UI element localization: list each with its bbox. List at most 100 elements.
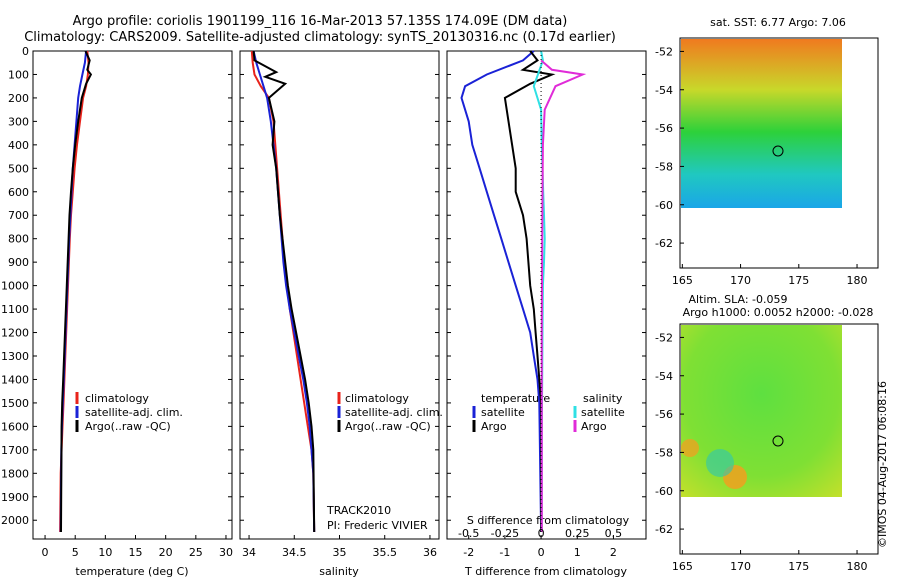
depth-tick-label: 1400 bbox=[1, 373, 29, 386]
depth-tick-label: 0 bbox=[22, 45, 29, 58]
map-latitude-label: -62 bbox=[655, 523, 673, 536]
series-line bbox=[252, 50, 316, 533]
map-latitude-label: -60 bbox=[655, 485, 673, 498]
sst-float-marker bbox=[772, 145, 784, 157]
salinity-note-2: PI: Frederic VIVIER bbox=[327, 519, 428, 532]
series-line bbox=[250, 50, 316, 533]
series-line bbox=[59, 50, 88, 533]
chart-title-line-2: Climatology: CARS2009. Satellite-adjuste… bbox=[24, 30, 616, 45]
legend-label-t-satellite: satellite bbox=[481, 406, 525, 419]
map-longitude-label: 175 bbox=[788, 274, 809, 287]
legend-label-satellite: satellite-adj. clim. bbox=[85, 406, 183, 419]
s-tick-label: -0.5 bbox=[458, 527, 479, 540]
s-tick-label: 0.25 bbox=[565, 527, 590, 540]
depth-tick-label: 1900 bbox=[1, 491, 29, 504]
depth-tick-label: 1000 bbox=[1, 280, 29, 293]
x-tick-label: 30 bbox=[219, 546, 233, 559]
difference-plot-frame bbox=[446, 50, 647, 540]
x-axis-label: temperature (deg C) bbox=[75, 565, 188, 578]
sla-map-title-1: Altim. SLA: -0.059 bbox=[688, 293, 787, 306]
legend-label-argo: Argo(..raw -QC) bbox=[345, 420, 431, 433]
sla-map-eddy bbox=[706, 449, 734, 477]
map-longitude-label: 180 bbox=[847, 274, 868, 287]
x-tick-label: 35.5 bbox=[372, 546, 397, 559]
depth-tick-label: 1300 bbox=[1, 350, 29, 363]
map-latitude-label: -58 bbox=[655, 160, 673, 173]
map-latitude-label: -58 bbox=[655, 446, 673, 459]
x-tick-label: 0 bbox=[42, 546, 49, 559]
temperature-plot-frame bbox=[32, 50, 233, 540]
s-tick-label: 0.5 bbox=[605, 527, 623, 540]
depth-tick-label: 800 bbox=[8, 233, 29, 246]
sst-map-image bbox=[681, 39, 842, 208]
series-line bbox=[540, 59, 587, 532]
legend-title-salinity: salinity bbox=[583, 392, 623, 405]
x-tick-label: 1 bbox=[574, 546, 581, 559]
s-difference-label: S difference from climatology bbox=[467, 514, 630, 527]
credit-stamp: ©IMOS 04-Aug-2017 06:08:16 bbox=[876, 381, 889, 548]
depth-tick-label: 200 bbox=[8, 92, 29, 105]
map-longitude-label: 180 bbox=[847, 560, 868, 573]
x-tick-label: 35 bbox=[333, 546, 347, 559]
map-longitude-label: 165 bbox=[672, 274, 693, 287]
salinity-plot-frame bbox=[239, 50, 440, 540]
x-tick-label: 10 bbox=[98, 546, 112, 559]
x-tick-label: 0 bbox=[538, 546, 545, 559]
depth-tick-label: 1100 bbox=[1, 303, 29, 316]
chart-title-line-1: Argo profile: coriolis 1901199_116 16-Ma… bbox=[72, 14, 568, 29]
x-tick-label: 2 bbox=[610, 546, 617, 559]
legend-label-climatology: climatology bbox=[85, 392, 149, 405]
x-tick-label: 15 bbox=[129, 546, 143, 559]
salinity-note-1: TRACK2010 bbox=[326, 504, 391, 517]
x-tick-label: -2 bbox=[463, 546, 474, 559]
legend-title-temperature: temperature bbox=[481, 392, 550, 405]
legend-label-s-argo: Argo bbox=[581, 420, 607, 433]
x-axis-label: salinity bbox=[319, 565, 359, 578]
salinity-legend: climatology satellite-adj. clim. Argo(..… bbox=[337, 392, 443, 433]
legend-label-s-satellite: satellite bbox=[581, 406, 625, 419]
map-longitude-label: 170 bbox=[730, 560, 751, 573]
difference-legend: temperature salinity satellite Argo sate… bbox=[472, 392, 625, 433]
depth-tick-label: 400 bbox=[8, 139, 29, 152]
depth-tick-label: 2000 bbox=[1, 514, 29, 527]
depth-tick-label: 1500 bbox=[1, 397, 29, 410]
series-line bbox=[460, 50, 543, 533]
series-line bbox=[503, 50, 556, 532]
depth-tick-label: 1800 bbox=[1, 467, 29, 480]
depth-tick-label: 600 bbox=[8, 186, 29, 199]
sla-float-marker bbox=[772, 435, 784, 447]
sla-map-image bbox=[681, 325, 842, 497]
map-latitude-label: -60 bbox=[655, 199, 673, 212]
series-line bbox=[59, 50, 90, 533]
sla-map-title-2: Argo h1000: 0.0052 h2000: -0.028 bbox=[683, 306, 874, 319]
map-latitude-label: -56 bbox=[655, 408, 673, 421]
x-tick-label: 36 bbox=[423, 546, 437, 559]
x-tick-label: 34.5 bbox=[282, 546, 307, 559]
map-latitude-label: -62 bbox=[655, 237, 673, 250]
legend-label-argo: Argo(..raw -QC) bbox=[85, 420, 171, 433]
map-latitude-label: -56 bbox=[655, 122, 673, 135]
map-longitude-label: 165 bbox=[672, 560, 693, 573]
depth-tick-label: 900 bbox=[8, 256, 29, 269]
legend-label-t-argo: Argo bbox=[481, 420, 507, 433]
sst-map-frame bbox=[679, 37, 879, 269]
depth-tick-label: 300 bbox=[8, 115, 29, 128]
x-tick-label: 5 bbox=[72, 546, 79, 559]
sla-map-eddy bbox=[681, 439, 699, 457]
x-tick-label: 20 bbox=[159, 546, 173, 559]
legend-label-climatology: climatology bbox=[345, 392, 409, 405]
depth-tick-label: 700 bbox=[8, 209, 29, 222]
sla-map-frame bbox=[679, 323, 879, 555]
map-latitude-label: -52 bbox=[655, 331, 673, 344]
temperature-legend: climatology satellite-adj. clim. Argo(..… bbox=[75, 392, 183, 433]
series-line bbox=[252, 50, 316, 533]
x-axis-label: T difference from climatology bbox=[464, 565, 627, 578]
map-latitude-label: -54 bbox=[655, 84, 673, 97]
sst-map-title: sat. SST: 6.77 Argo: 7.06 bbox=[710, 16, 846, 29]
depth-tick-label: 500 bbox=[8, 162, 29, 175]
depth-tick-label: 1700 bbox=[1, 444, 29, 457]
map-longitude-label: 175 bbox=[788, 560, 809, 573]
depth-tick-label: 1600 bbox=[1, 420, 29, 433]
series-line bbox=[60, 50, 93, 533]
